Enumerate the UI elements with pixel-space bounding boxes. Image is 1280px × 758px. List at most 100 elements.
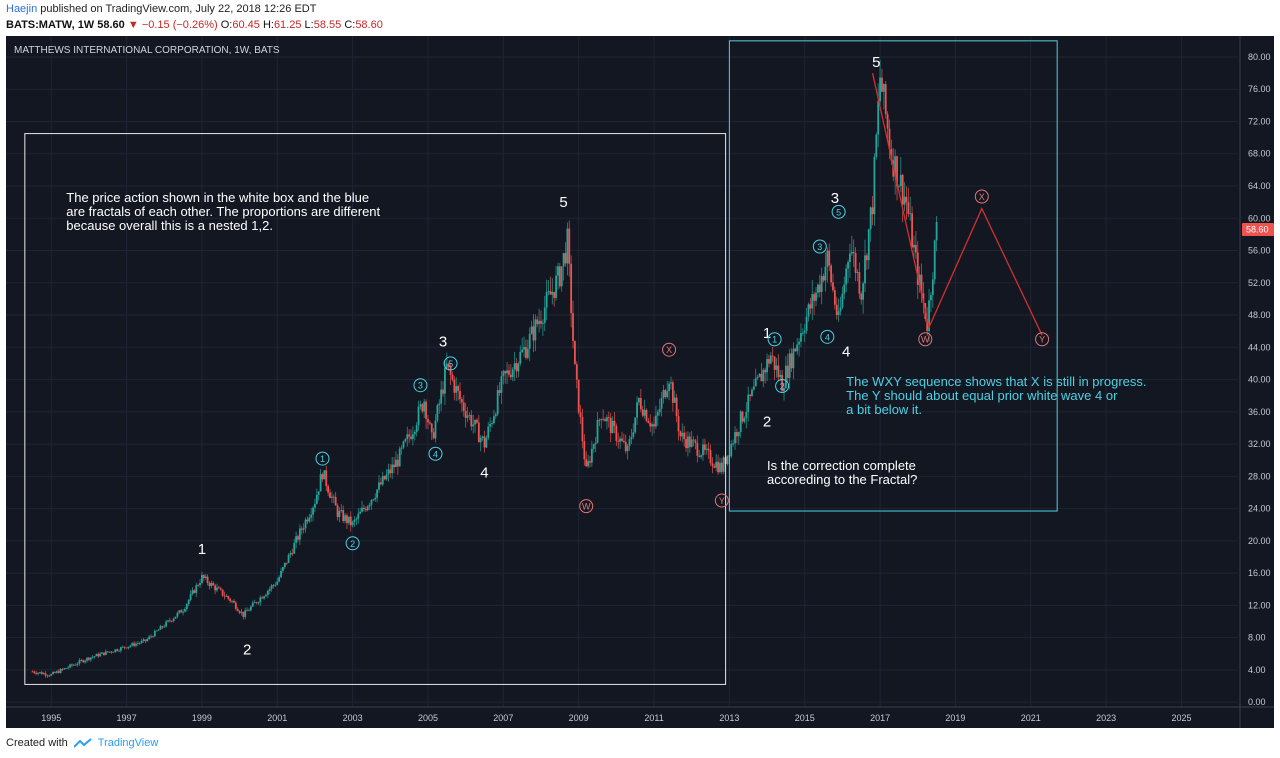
candle-body	[413, 431, 416, 435]
wave-label-circle	[831, 204, 846, 219]
wave-label: 5	[872, 54, 880, 71]
candle-body	[99, 653, 102, 657]
candle-body	[251, 602, 254, 607]
price-tick-label: 56.00	[1248, 246, 1271, 256]
candle-body	[617, 440, 620, 442]
wave-label-circled: 1	[772, 335, 777, 345]
candle-body	[470, 415, 473, 427]
candle-body	[131, 643, 134, 646]
candle-body	[796, 344, 799, 352]
candle-body	[419, 404, 422, 407]
candle-body	[372, 499, 375, 501]
candle-body	[231, 600, 233, 602]
candle-body	[457, 386, 460, 391]
candle-body	[677, 416, 680, 432]
candle-body	[364, 508, 367, 511]
candle-body	[282, 567, 284, 571]
candle-body	[104, 651, 107, 655]
wave-label-circle	[918, 332, 933, 347]
time-axis[interactable]: 1995 1997 1999 2001 2003 2005 2007 2009 2011 2013…	[41, 713, 1191, 723]
price-chart[interactable]: 1 2 3 4 5 1 2 3 4 5 1 2 3 4 5 1 2 3 4 5 W X Y W X Y The price act…	[6, 36, 1274, 728]
candle-body	[385, 474, 388, 480]
candle-body	[619, 438, 622, 442]
candle-body	[930, 294, 932, 301]
time-tick-label: 2009	[569, 713, 589, 723]
candle-body	[685, 439, 687, 449]
wave-label: 2	[243, 642, 251, 659]
candle-body	[214, 585, 217, 591]
candle-body	[133, 643, 135, 646]
candle-body	[421, 404, 424, 412]
tradingview-link[interactable]: TradingView	[97, 737, 159, 749]
candle-body	[850, 251, 853, 254]
candle-body	[847, 262, 849, 269]
candle-body	[694, 440, 697, 443]
candle-body	[55, 671, 58, 673]
candle-body	[769, 355, 772, 364]
candle-body	[165, 621, 168, 627]
candle-body	[136, 643, 139, 645]
candle-body	[683, 432, 686, 440]
candle-body	[97, 653, 100, 657]
annotation-line: a bit below it.	[846, 402, 922, 417]
candle-body	[762, 369, 765, 382]
candle-body	[302, 528, 305, 530]
candle-body	[451, 374, 454, 380]
blue-box	[728, 40, 1058, 512]
candle-body	[896, 156, 898, 187]
candle-body	[771, 355, 774, 357]
annotation-line: are fractals of each other. The proporti…	[66, 204, 380, 219]
candle-body	[144, 639, 147, 642]
candle-body	[935, 221, 938, 241]
candle-body	[813, 294, 816, 301]
candle-body	[568, 228, 571, 264]
candle-body	[670, 382, 672, 384]
candle-body	[658, 408, 661, 413]
candle-body	[809, 304, 812, 309]
candle-body	[807, 304, 810, 317]
wave-label-circle	[714, 493, 729, 508]
candle-body	[508, 370, 510, 375]
candle-body	[715, 461, 718, 468]
candle-body	[353, 519, 356, 522]
candle-body	[736, 432, 738, 437]
candle-body	[347, 516, 350, 524]
candle-body	[442, 389, 444, 394]
candle-body	[84, 660, 87, 663]
candle-body	[679, 431, 682, 437]
candle-body	[839, 307, 842, 312]
candle-body	[378, 482, 380, 490]
candle-body	[758, 373, 761, 377]
candle-body	[598, 419, 601, 421]
price-tick-label: 12.00	[1248, 600, 1271, 610]
fractal-boxes	[24, 40, 1058, 685]
author-link[interactable]: Haejin	[6, 3, 38, 15]
candle-body	[240, 611, 243, 613]
candle-body	[410, 436, 412, 439]
candle-body	[760, 373, 763, 382]
high-value: 61.25	[273, 19, 302, 31]
candle-body	[323, 470, 326, 480]
candle-body	[634, 417, 637, 433]
candle-body	[37, 672, 39, 674]
candle-body	[690, 439, 693, 447]
chart-panel[interactable]: 1 2 3 4 5 1 2 3 4 5 1 2 3 4 5 1 2 3 4 5 W X Y W X Y The price act…	[6, 36, 1274, 728]
candle-body	[249, 606, 252, 611]
candle-body	[835, 304, 838, 315]
wave-label-circle	[345, 536, 360, 551]
candle-body	[720, 462, 723, 472]
candle-body	[918, 274, 921, 285]
candle-body	[172, 618, 175, 622]
wave-label-circled: X	[666, 345, 672, 355]
candle-body	[869, 207, 872, 230]
candle-body	[63, 668, 66, 670]
candle-body	[393, 464, 395, 468]
candle-body	[268, 588, 271, 591]
price-axis[interactable]: 0.00 4.00 8.00 12.00 16.00 20.00 24.00 28.00 32.…	[1248, 52, 1271, 707]
candle-body	[481, 436, 484, 438]
candle-body	[653, 424, 655, 427]
candle-body	[201, 574, 203, 583]
candle-body	[314, 503, 316, 508]
candle-body	[628, 439, 631, 446]
candle-body	[120, 647, 122, 651]
